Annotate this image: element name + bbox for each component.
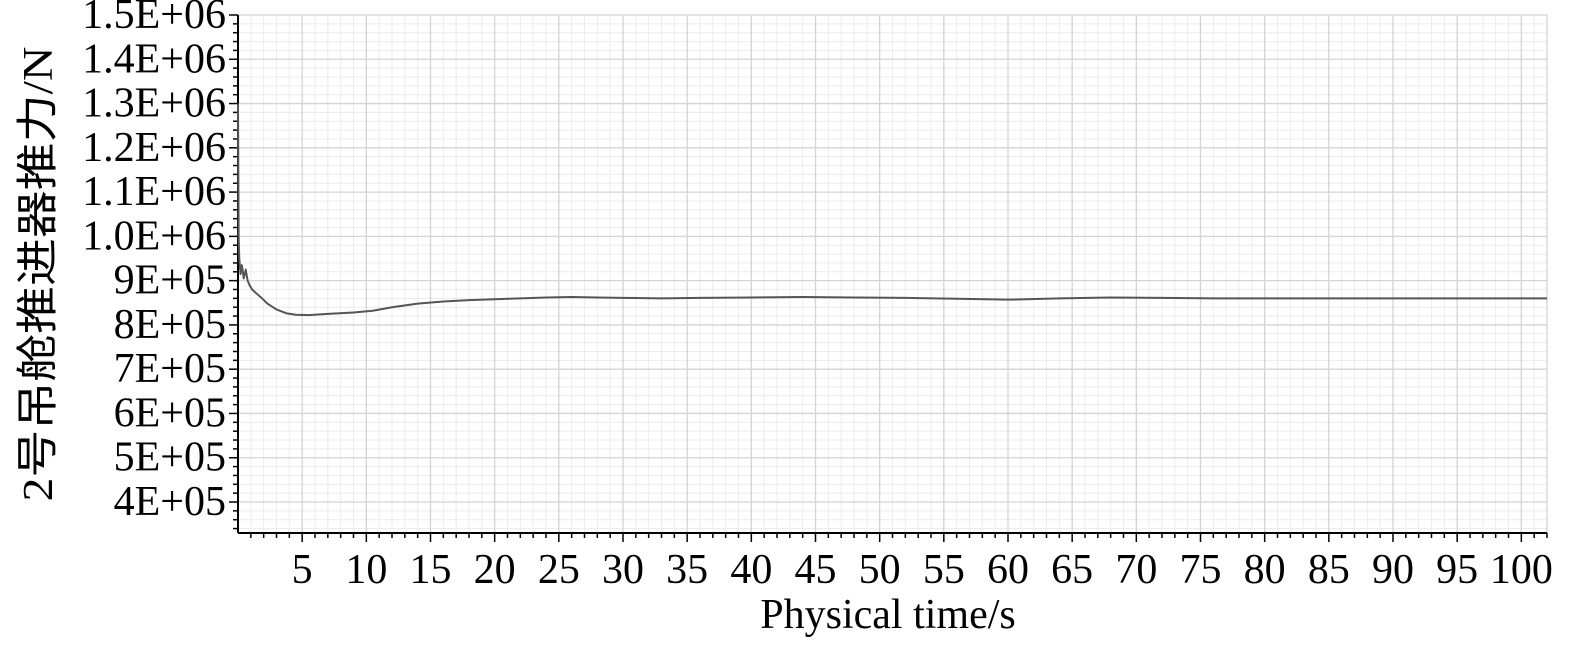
y-tick-label: 5E+05 (114, 435, 226, 481)
y-tick-label: 1.2E+06 (82, 125, 226, 171)
x-tick-label: 60 (987, 547, 1029, 593)
y-tick-label: 8E+05 (114, 302, 226, 348)
y-tick-label: 1.0E+06 (82, 213, 226, 259)
y-axis-title: 2号吊舱推进器推力/N (15, 47, 62, 502)
y-tick-label: 1.5E+06 (82, 0, 226, 38)
x-tick-label: 20 (474, 547, 516, 593)
x-tick-label: 70 (1115, 547, 1157, 593)
y-tick-label: 7E+05 (114, 346, 226, 392)
x-tick-label: 40 (730, 547, 772, 593)
x-tick-label: 15 (410, 547, 452, 593)
x-tick-label: 5 (292, 547, 313, 593)
y-tick-label: 4E+05 (114, 479, 226, 525)
major-grid (238, 14, 1548, 533)
y-tick-label: 1.3E+06 (82, 81, 226, 127)
y-tick-label: 6E+05 (114, 390, 226, 436)
minor-grid (238, 15, 1548, 533)
y-tick-label: 1.1E+06 (82, 169, 226, 215)
x-tick-label: 75 (1180, 547, 1222, 593)
y-tick-label: 9E+05 (114, 258, 226, 304)
x-tick-label: 85 (1308, 547, 1350, 593)
y-ticks: 4E+055E+056E+057E+058E+059E+051.0E+061.1… (82, 0, 238, 530)
x-tick-label: 80 (1244, 547, 1286, 593)
x-tick-label: 55 (923, 547, 965, 593)
series (237, 103, 1547, 317)
y-tick-label: 1.4E+06 (82, 36, 226, 82)
x-tick-label: 65 (1051, 547, 1093, 593)
x-tick-label: 10 (345, 547, 387, 593)
x-tick-label: 45 (795, 547, 837, 593)
x-tick-label: 95 (1436, 547, 1478, 593)
x-tick-label: 50 (859, 547, 901, 593)
x-axis-title: Physical time/s (760, 592, 1016, 638)
series-line (237, 103, 1547, 317)
x-tick-label: 100 (1490, 547, 1553, 593)
x-tick-label: 90 (1372, 547, 1414, 593)
x-ticks: 5 10 15 20 25 30 35 40 45 50 55 60 65 70 75 80 85 90 95 100 (250, 533, 1553, 593)
x-tick-label: 35 (666, 547, 708, 593)
x-tick-label: 25 (538, 547, 580, 593)
x-tick-label: 30 (602, 547, 644, 593)
